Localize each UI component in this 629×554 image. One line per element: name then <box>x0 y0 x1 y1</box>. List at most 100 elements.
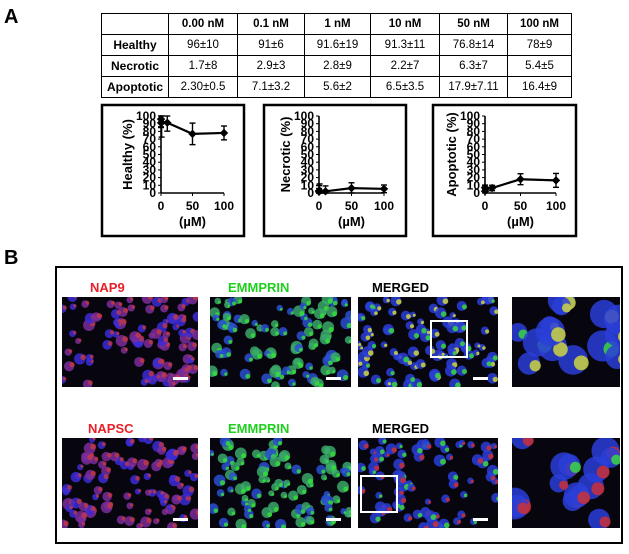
image-label: MERGED <box>372 280 430 295</box>
cell-stain <box>425 335 431 341</box>
cell-stain <box>172 449 179 456</box>
cell-stain <box>297 361 301 365</box>
y-tick-label: 100 <box>460 109 480 123</box>
cell-stain <box>144 379 149 383</box>
cell-stain <box>384 343 388 348</box>
cell-stain <box>139 357 145 363</box>
y-tick-label: 80 <box>301 124 315 138</box>
y-axis-label: Healthy (%) <box>120 119 135 190</box>
cell-stain <box>241 524 247 528</box>
plot-frame <box>100 103 246 238</box>
cell-stain <box>275 371 281 377</box>
cell-stain <box>81 522 86 526</box>
cell-stain <box>183 344 188 349</box>
cell-stain <box>310 520 315 525</box>
cell-stain <box>412 313 416 317</box>
y-tick-label: 50 <box>467 148 481 162</box>
cell-stain <box>164 493 170 500</box>
zoom-inset-box <box>360 475 398 513</box>
y-tick-label: 50 <box>301 148 315 162</box>
cell-stain <box>235 466 240 471</box>
cell-stain <box>408 516 413 521</box>
data-point <box>551 176 561 185</box>
cell-stain <box>245 498 249 502</box>
cell-stain <box>405 314 411 320</box>
cell-stain <box>118 322 122 326</box>
cell-stain <box>238 299 243 304</box>
x-tick-label: 0 <box>482 199 489 213</box>
cell-stain <box>162 323 168 329</box>
cell-stain <box>443 522 450 528</box>
cell-stain <box>377 306 382 311</box>
cell-stain <box>331 465 337 470</box>
cell-stain <box>262 471 269 477</box>
cell-stain <box>156 518 160 522</box>
y-tick-label: 80 <box>143 124 157 138</box>
cell-stain <box>130 297 134 301</box>
scale-bar <box>326 377 341 380</box>
scale-bar <box>173 518 188 521</box>
cell-stain <box>308 331 314 337</box>
cell-stain <box>80 354 87 361</box>
cell-stain <box>402 452 407 458</box>
y-tick-label: 70 <box>301 132 315 146</box>
cell-stain <box>231 511 236 516</box>
cell-stain <box>114 452 120 458</box>
table-header-cell: 1 nM <box>304 13 371 35</box>
row-label: Necrotic <box>101 55 169 77</box>
cell-stain <box>73 304 77 308</box>
table-header-cell <box>101 13 169 35</box>
cell-stain <box>365 363 371 368</box>
cell-stain <box>301 335 306 340</box>
cell-stain <box>164 305 169 310</box>
cell-stain <box>87 454 94 461</box>
data-point <box>347 183 356 193</box>
cell-stain <box>94 456 99 462</box>
cell-stain <box>267 512 273 518</box>
cell-stain <box>293 495 299 501</box>
x-tick-label: 0 <box>158 199 165 213</box>
cell-stain <box>233 476 238 481</box>
cell-stain <box>279 374 285 380</box>
cell-stain <box>213 508 219 514</box>
cell-stain <box>419 454 425 461</box>
cell-stain <box>78 473 82 477</box>
cell-stain <box>284 495 288 499</box>
cell-stain <box>618 354 620 364</box>
cell-stain <box>420 320 425 325</box>
cell-stain <box>330 451 336 457</box>
cell-stain <box>410 377 416 383</box>
cell-stain <box>494 480 498 484</box>
cell-nucleus <box>604 321 620 347</box>
cell-stain <box>278 483 283 487</box>
cell-stain <box>361 488 366 494</box>
cell-stain <box>361 466 366 471</box>
table-cell: 78±9 <box>507 34 572 56</box>
cell-stain <box>150 305 155 311</box>
cell-stain <box>181 317 187 323</box>
cell-stain <box>90 505 96 512</box>
cell-stain <box>561 303 572 313</box>
cell-stain <box>335 356 341 362</box>
table-cell: 2.8±9 <box>304 55 371 77</box>
cell-stain <box>399 504 405 511</box>
cell-stain <box>491 299 495 303</box>
data-point <box>379 184 389 194</box>
cell-nucleus <box>138 438 147 443</box>
cell-stain <box>195 453 198 457</box>
cell-stain <box>310 510 315 515</box>
cell-stain <box>417 447 423 454</box>
cell-stain <box>399 462 405 469</box>
cell-stain <box>348 339 351 344</box>
zoom-inset-box <box>430 320 468 358</box>
cell-stain <box>374 457 379 462</box>
cell-stain <box>195 509 198 516</box>
table-cell: 91±6 <box>237 34 305 56</box>
cell-stain <box>225 441 231 447</box>
y-axis-label: Necrotic (%) <box>278 117 293 193</box>
table-header-cell: 50 nM <box>439 13 508 35</box>
cell-stain <box>457 519 462 524</box>
cell-stain <box>181 447 187 452</box>
cell-stain <box>325 338 331 344</box>
